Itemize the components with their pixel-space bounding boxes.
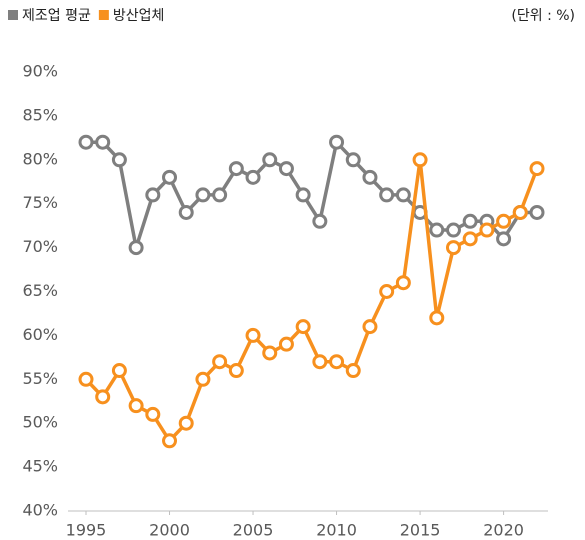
point — [111, 363, 127, 379]
x-tick-label: 2015 — [400, 521, 441, 540]
point — [362, 319, 378, 335]
point — [178, 204, 194, 220]
point — [395, 275, 411, 291]
point — [128, 240, 144, 256]
point — [245, 327, 261, 343]
y-tick-label: 85% — [22, 105, 58, 124]
point — [111, 152, 127, 168]
point — [145, 187, 161, 203]
point — [462, 213, 478, 229]
y-tick-label: 40% — [22, 501, 58, 520]
point — [379, 284, 395, 299]
point — [295, 319, 311, 335]
point — [362, 169, 378, 185]
point — [178, 415, 194, 431]
point — [445, 222, 461, 238]
point — [278, 336, 294, 352]
y-tick-label: 90% — [22, 62, 58, 81]
point — [195, 371, 211, 387]
point — [228, 363, 244, 379]
point — [462, 231, 478, 247]
point — [312, 213, 328, 229]
point — [529, 204, 545, 220]
point — [329, 134, 345, 150]
point — [412, 152, 428, 168]
legend-label: 방산업체 — [113, 8, 165, 24]
y-tick-label: 70% — [22, 237, 58, 256]
unit-note: (단위 : %) — [511, 8, 575, 24]
point — [445, 240, 461, 256]
point — [295, 187, 311, 203]
x-tick-label: 2020 — [483, 521, 524, 540]
legend-swatch — [98, 10, 109, 20]
point — [128, 398, 144, 414]
point — [429, 222, 445, 238]
point — [162, 433, 178, 449]
point — [395, 187, 411, 203]
point — [245, 169, 261, 185]
x-tick-label: 2000 — [149, 521, 190, 540]
point — [278, 161, 294, 177]
point — [329, 354, 345, 370]
point — [312, 354, 328, 370]
point — [512, 204, 528, 220]
y-tick-label: 45% — [22, 457, 58, 476]
series-line — [84, 158, 539, 443]
point — [95, 389, 111, 405]
point — [262, 345, 278, 361]
point — [262, 152, 278, 168]
point — [212, 187, 228, 203]
point — [212, 354, 228, 370]
y-tick-label: 75% — [22, 193, 58, 212]
point — [345, 363, 361, 379]
x-tick-label: 2010 — [316, 521, 357, 540]
point — [529, 161, 545, 177]
series-line — [86, 140, 537, 250]
y-tick-label: 55% — [22, 369, 58, 388]
point — [195, 187, 211, 203]
y-tick-label: 65% — [22, 281, 58, 300]
y-tick-label: 60% — [22, 325, 58, 344]
y-tick-label: 80% — [22, 149, 58, 168]
point — [345, 152, 361, 168]
point — [78, 134, 94, 150]
legend-label: 제조업 평균 — [22, 8, 91, 24]
point — [228, 161, 244, 177]
x-tick-label: 1995 — [66, 521, 107, 540]
y-tick-label: 50% — [22, 413, 58, 432]
point — [429, 310, 445, 326]
point — [496, 231, 512, 247]
legend-swatch — [8, 10, 18, 20]
point — [95, 134, 111, 150]
x-tick-label: 2005 — [233, 521, 274, 540]
point — [496, 213, 512, 229]
point — [145, 406, 161, 422]
point — [78, 371, 94, 387]
point — [379, 187, 395, 203]
point — [479, 222, 495, 238]
point — [162, 169, 178, 185]
